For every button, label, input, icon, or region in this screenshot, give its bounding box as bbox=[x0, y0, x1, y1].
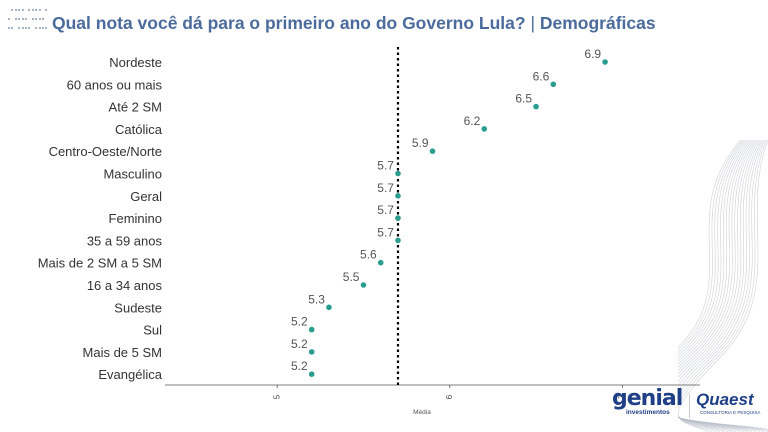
data-label: 5.5 bbox=[343, 270, 360, 284]
data-point bbox=[429, 148, 436, 154]
logo-divider bbox=[689, 394, 690, 418]
category-label: Mais de 2 SM a 5 SM bbox=[38, 256, 162, 271]
category-label: 35 a 59 anos bbox=[87, 233, 163, 248]
category-label: 60 anos ou mais bbox=[67, 77, 163, 92]
x-tick-label: 5 bbox=[272, 394, 281, 399]
category-label: Feminino bbox=[109, 211, 162, 226]
title-subtitle: Demográficas bbox=[539, 13, 656, 33]
genial-logo-mark: genial bbox=[612, 386, 683, 411]
data-point bbox=[326, 304, 332, 311]
data-label: 5.7 bbox=[377, 181, 394, 195]
data-point bbox=[395, 237, 401, 244]
category-label: Masculino bbox=[103, 167, 162, 182]
category-label: 16 a 34 anos bbox=[87, 278, 163, 293]
decorative-wave-lines bbox=[678, 140, 768, 432]
decorative-dot-pattern bbox=[8, 9, 48, 33]
data-point bbox=[550, 81, 557, 88]
x-axis-title: Média bbox=[413, 409, 431, 416]
data-label: 6.5 bbox=[515, 92, 532, 106]
data-point bbox=[308, 349, 315, 355]
page-title: Qual nota você dá para o primeiro ano do… bbox=[52, 13, 656, 34]
title-question: Qual nota você dá para o primeiro ano do… bbox=[52, 13, 526, 33]
data-point bbox=[395, 170, 401, 177]
data-label: 6.2 bbox=[464, 114, 481, 128]
data-label: 5.2 bbox=[291, 359, 308, 373]
data-point bbox=[308, 371, 315, 378]
title-separator: | bbox=[530, 13, 535, 33]
category-label: Sudeste bbox=[114, 300, 162, 315]
quaest-logo-sub: CONSULTORIA E PESQUISA bbox=[700, 410, 761, 415]
category-label: Centro-Oeste/Norte bbox=[49, 144, 162, 159]
x-tick-label: 6 bbox=[445, 394, 454, 399]
genial-logo: genial investimentos bbox=[612, 386, 683, 420]
category-label: Sul bbox=[143, 323, 162, 338]
data-label: 6.9 bbox=[584, 47, 601, 61]
data-point bbox=[395, 193, 401, 199]
data-label: 5.9 bbox=[412, 136, 429, 150]
data-label: 5.3 bbox=[308, 292, 325, 306]
category-label: Até 2 SM bbox=[109, 100, 162, 115]
data-label: 5.7 bbox=[377, 203, 394, 217]
data-label: 5.7 bbox=[377, 159, 394, 173]
x-tick-label: 7 bbox=[617, 394, 626, 399]
data-point bbox=[360, 282, 367, 288]
quaest-logo-mark: Quaest bbox=[696, 390, 754, 409]
category-label: Nordeste bbox=[109, 55, 162, 70]
data-label: 6.6 bbox=[533, 69, 550, 83]
category-label: Mais de 5 SM bbox=[83, 345, 162, 360]
data-label: 5.6 bbox=[360, 248, 377, 262]
category-label: Católica bbox=[115, 122, 163, 137]
data-point bbox=[481, 126, 488, 132]
genial-logo-sub: investimentos bbox=[626, 409, 670, 416]
data-label: 5.2 bbox=[291, 315, 308, 329]
category-label: Evangélica bbox=[98, 367, 162, 382]
data-point bbox=[308, 326, 315, 333]
quaest-logo: Quaest CONSULTORIA E PESQUISA bbox=[696, 390, 766, 422]
data-point bbox=[395, 215, 401, 221]
category-label: Geral bbox=[130, 189, 162, 204]
data-label: 5.2 bbox=[291, 337, 308, 351]
data-label: 5.7 bbox=[377, 225, 394, 239]
data-point bbox=[602, 59, 608, 65]
data-point bbox=[533, 103, 539, 110]
data-point bbox=[377, 259, 384, 266]
